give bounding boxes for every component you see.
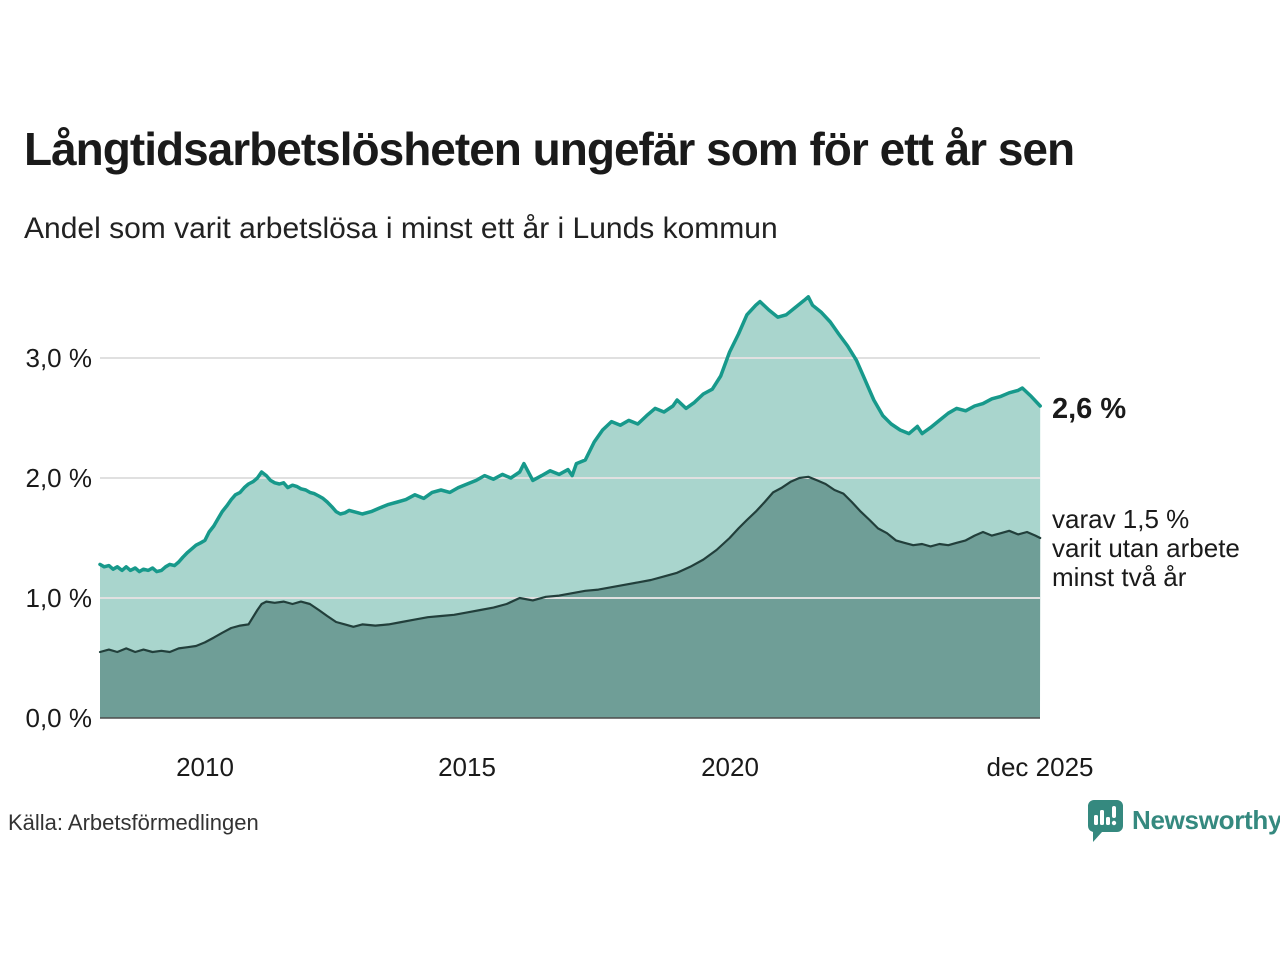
brand-logo: Newsworthy	[1087, 799, 1280, 843]
brand-name: Newsworthy	[1132, 805, 1280, 835]
x-axis-tick-label: 2020	[701, 752, 759, 782]
secondary-value-label: varav 1,5 % varit utan arbete minst två …	[1052, 504, 1240, 592]
y-axis-tick-label: 1,0 %	[25, 583, 93, 613]
chart-subtitle: Andel som varit arbetslösa i minst ett å…	[24, 212, 778, 245]
y-axis-tick-label: 2,0 %	[25, 463, 93, 493]
y-axis-tick-label: 0,0 %	[25, 703, 93, 733]
x-axis-tick-label: 2010	[176, 752, 234, 782]
latest-value-label: 2,6 %	[1052, 393, 1127, 425]
y-axis-tick-label: 3,0 %	[25, 343, 93, 373]
page-title: Långtidsarbetslösheten ungefär som för e…	[24, 123, 1075, 175]
newsworthy-logo-icon	[1087, 800, 1123, 842]
source-text: Källa: Arbetsförmedlingen	[8, 810, 259, 835]
x-axis-tick-label: dec 2025	[986, 752, 1094, 782]
x-axis-tick-label: 2015	[438, 752, 496, 782]
